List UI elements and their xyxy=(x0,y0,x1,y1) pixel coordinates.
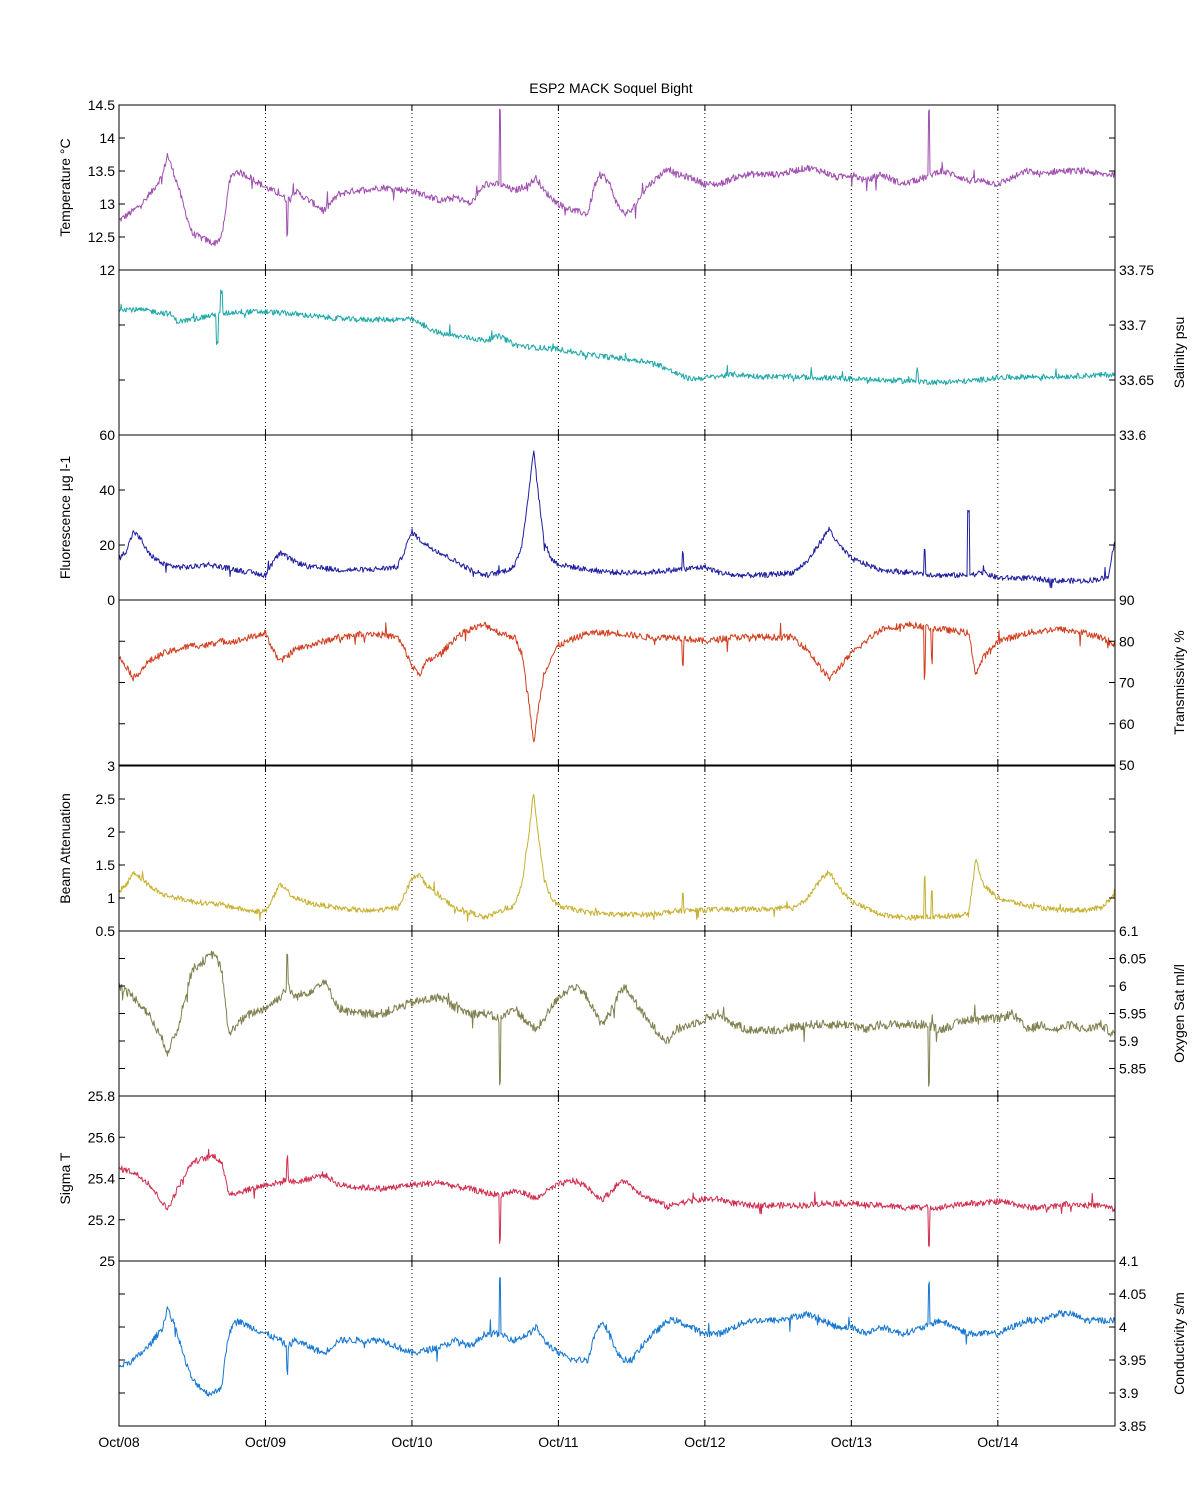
ytick-label-conductivity: 4.05 xyxy=(1119,1286,1146,1302)
ytick-label-conductivity: 3.85 xyxy=(1119,1418,1146,1434)
xtick-label-Oct-11: Oct/11 xyxy=(538,1434,578,1450)
panel-frame-temperature xyxy=(118,104,1116,271)
ytick-label-conductivity: 4.1 xyxy=(1119,1253,1139,1269)
ytick-label-sigma-t: 25.6 xyxy=(88,1129,115,1145)
ylabel-sigma-t: Sigma T xyxy=(57,1152,73,1204)
panel-frame-conductivity xyxy=(118,1260,1116,1427)
ytick-label-conductivity: 3.95 xyxy=(1119,1352,1146,1368)
ytick-label-fluorescence: 20 xyxy=(99,537,115,553)
series-line-transmissivity xyxy=(118,621,1116,743)
ytick-label-temperature: 14 xyxy=(99,130,115,146)
panel-beam-attenuation: 0.5 1 1.5 2 2.5 3 Beam Attenuation xyxy=(57,758,1116,939)
ytick-label-transmissivity: 50 xyxy=(1119,757,1135,773)
panel-frame-salinity xyxy=(118,269,1116,436)
panel-conductivity: 3.85 3.9 3.95 4 4.05 4.1 Conductivity s/m xyxy=(118,1253,1187,1434)
ytick-label-fluorescence: 60 xyxy=(99,427,115,443)
ytick-label-temperature: 14.5 xyxy=(88,97,115,113)
ytick-label-transmissivity: 90 xyxy=(1119,592,1135,608)
series-line-fluorescence xyxy=(118,450,1116,589)
ytick-label-fluorescence: 40 xyxy=(99,482,115,498)
ytick-label-salinity: 33.75 xyxy=(1119,262,1154,278)
ytick-label-temperature: 13 xyxy=(99,196,115,212)
ytick-label-oxygen-sat: 6.1 xyxy=(1119,923,1139,939)
ytick-label-salinity: 33.65 xyxy=(1119,372,1154,388)
ytick-label-oxygen-sat: 6 xyxy=(1119,978,1127,994)
ytick-label-transmissivity: 80 xyxy=(1119,633,1135,649)
ytick-label-transmissivity: 60 xyxy=(1119,716,1135,732)
ytick-label-oxygen-sat: 5.95 xyxy=(1119,1006,1146,1022)
xtick-label-Oct-14: Oct/14 xyxy=(977,1434,1018,1450)
xtick-label-Oct-12: Oct/12 xyxy=(684,1434,725,1450)
series-line-temperature xyxy=(118,108,1116,247)
ylabel-salinity: Salinity psu xyxy=(1171,317,1187,389)
series-line-oxygen-sat xyxy=(118,950,1116,1087)
ytick-label-beam-attenuation: 3 xyxy=(107,758,115,774)
series-line-beam-attenuation xyxy=(118,793,1116,922)
ytick-label-temperature: 12 xyxy=(99,262,115,278)
series-line-salinity xyxy=(118,289,1116,386)
ylabel-temperature: Temperature °C xyxy=(57,138,73,236)
ylabel-transmissivity: Transmissivity % xyxy=(1171,630,1187,735)
ytick-label-fluorescence: 0 xyxy=(107,592,115,608)
series-line-conductivity xyxy=(118,1277,1116,1397)
panel-fluorescence: 0 20 40 60 Fluorescence µg l-1 xyxy=(57,427,1116,608)
chart-title: ESP2 MACK Soquel Bight xyxy=(529,80,693,96)
ytick-label-conductivity: 3.9 xyxy=(1119,1385,1139,1401)
ytick-label-sigma-t: 25.2 xyxy=(88,1212,115,1228)
ytick-label-conductivity: 4 xyxy=(1119,1319,1127,1335)
ytick-label-salinity: 33.6 xyxy=(1119,427,1146,443)
panel-transmissivity: 50 60 70 80 90 Transmissivity % xyxy=(118,592,1187,773)
panel-sigma-t: 25 25.2 25.4 25.6 25.8 Sigma T xyxy=(57,1088,1116,1269)
ytick-label-oxygen-sat: 6.05 xyxy=(1119,951,1146,967)
ytick-label-beam-attenuation: 2.5 xyxy=(96,791,116,807)
ytick-label-temperature: 13.5 xyxy=(88,163,115,179)
xtick-label-Oct-09: Oct/09 xyxy=(245,1434,286,1450)
ytick-label-transmissivity: 70 xyxy=(1119,675,1135,691)
ytick-label-beam-attenuation: 0.5 xyxy=(96,923,116,939)
ylabel-beam-attenuation: Beam Attenuation xyxy=(57,793,73,904)
ytick-label-sigma-t: 25.4 xyxy=(88,1171,115,1187)
ytick-label-beam-attenuation: 1.5 xyxy=(96,857,116,873)
ylabel-oxygen-sat: Oxygen Sat ml/l xyxy=(1171,964,1187,1063)
panel-temperature: 12 12.5 13 13.5 14 14.5 Temperature °C xyxy=(57,97,1116,278)
series-line-sigma-t xyxy=(118,1148,1116,1247)
panel-oxygen-sat: 5.85 5.9 5.95 6 6.05 6.1 Oxygen Sat ml/l xyxy=(118,923,1187,1097)
ytick-label-temperature: 12.5 xyxy=(88,229,115,245)
panel-frame-transmissivity xyxy=(118,599,1116,766)
ytick-label-sigma-t: 25.8 xyxy=(88,1088,115,1104)
ytick-label-beam-attenuation: 2 xyxy=(107,824,115,840)
ylabel-conductivity: Conductivity s/m xyxy=(1171,1292,1187,1395)
panel-frame-sigma-t xyxy=(118,1095,1116,1262)
xtick-label-Oct-08: Oct/08 xyxy=(98,1434,139,1450)
ylabel-fluorescence: Fluorescence µg l-1 xyxy=(57,456,73,579)
panel-frame-fluorescence xyxy=(118,434,1116,601)
panel-salinity: 33.6 33.65 33.7 33.75 Salinity psu xyxy=(118,262,1187,443)
ytick-label-sigma-t: 25 xyxy=(99,1253,115,1269)
ytick-label-oxygen-sat: 5.9 xyxy=(1119,1033,1139,1049)
panel-frame-oxygen-sat xyxy=(118,930,1116,1097)
xtick-label-Oct-10: Oct/10 xyxy=(391,1434,432,1450)
ytick-label-oxygen-sat: 5.85 xyxy=(1119,1061,1146,1077)
ytick-label-salinity: 33.7 xyxy=(1119,317,1146,333)
xtick-label-Oct-13: Oct/13 xyxy=(831,1434,872,1450)
ytick-label-beam-attenuation: 1 xyxy=(107,890,115,906)
